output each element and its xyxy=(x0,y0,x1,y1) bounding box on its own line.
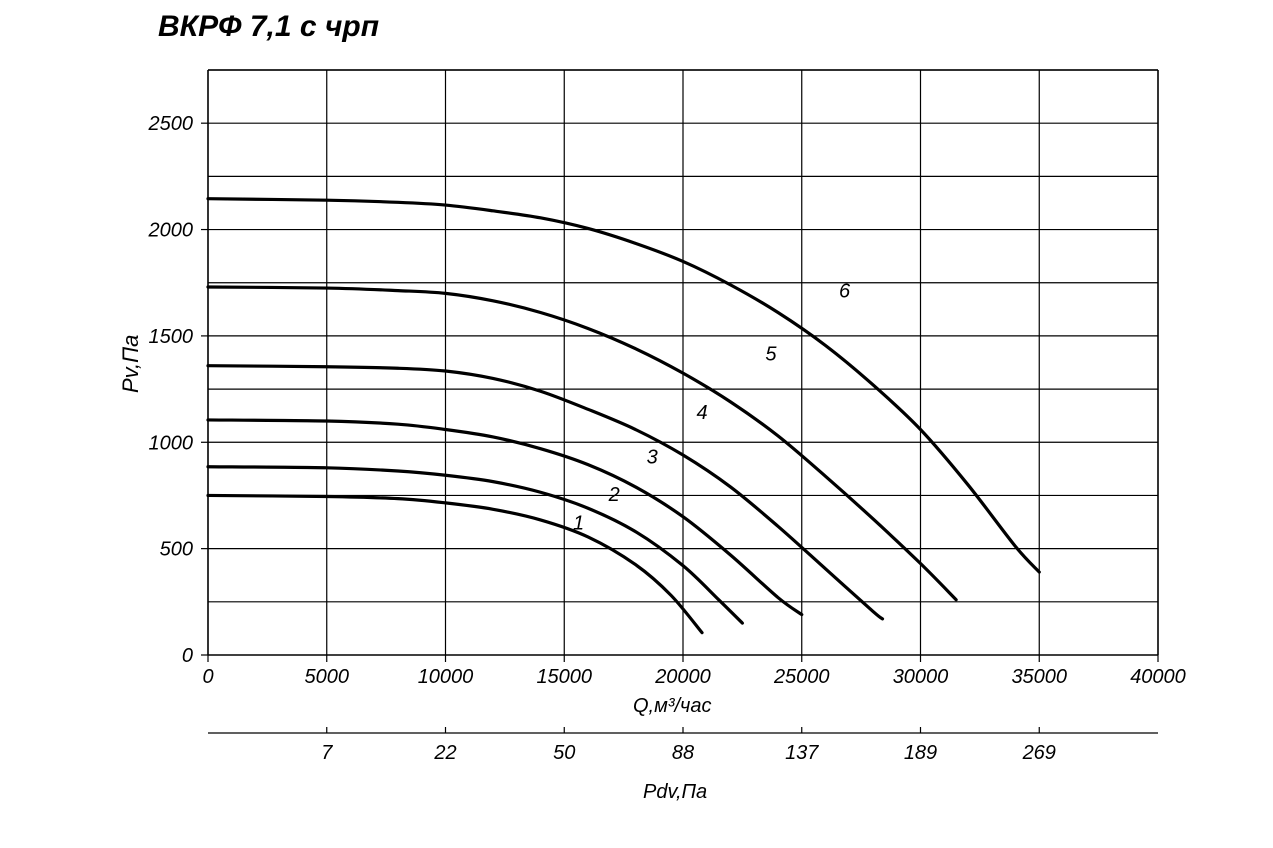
curve-1 xyxy=(208,495,702,632)
svg-text:35000: 35000 xyxy=(1011,666,1067,688)
svg-text:30000: 30000 xyxy=(893,666,949,688)
curve-label-1: 1 xyxy=(573,512,584,534)
svg-text:269: 269 xyxy=(1022,742,1056,764)
curve-label-3: 3 xyxy=(647,447,658,469)
svg-text:15000: 15000 xyxy=(536,666,592,688)
page: ВКРФ 7,1 с чрп Pv,Па Q,м³/час Pdv,Па 050… xyxy=(0,0,1273,848)
svg-text:1500: 1500 xyxy=(149,326,194,348)
curve-label-5: 5 xyxy=(765,343,777,365)
svg-text:20000: 20000 xyxy=(654,666,711,688)
svg-text:0: 0 xyxy=(202,666,213,688)
svg-text:0: 0 xyxy=(182,645,193,667)
svg-text:50: 50 xyxy=(553,742,575,764)
svg-text:88: 88 xyxy=(672,742,694,764)
curve-label-2: 2 xyxy=(608,484,620,506)
curve-label-6: 6 xyxy=(839,281,851,303)
curve-label-4: 4 xyxy=(696,402,707,424)
svg-text:25000: 25000 xyxy=(773,666,830,688)
svg-text:137: 137 xyxy=(785,742,819,764)
svg-text:500: 500 xyxy=(160,539,193,561)
curve-2 xyxy=(208,467,742,623)
svg-text:7: 7 xyxy=(321,742,333,764)
svg-text:40000: 40000 xyxy=(1130,666,1186,688)
curve-3 xyxy=(208,420,802,615)
svg-text:2500: 2500 xyxy=(148,113,194,135)
svg-text:10000: 10000 xyxy=(418,666,474,688)
curve-6 xyxy=(208,199,1039,572)
svg-text:5000: 5000 xyxy=(305,666,350,688)
svg-text:189: 189 xyxy=(904,742,937,764)
svg-text:1000: 1000 xyxy=(149,432,194,454)
chart-svg: 0500010000150002000025000300003500040000… xyxy=(0,0,1273,848)
curve-5 xyxy=(208,287,956,600)
svg-text:22: 22 xyxy=(433,742,456,764)
svg-text:2000: 2000 xyxy=(148,220,194,242)
